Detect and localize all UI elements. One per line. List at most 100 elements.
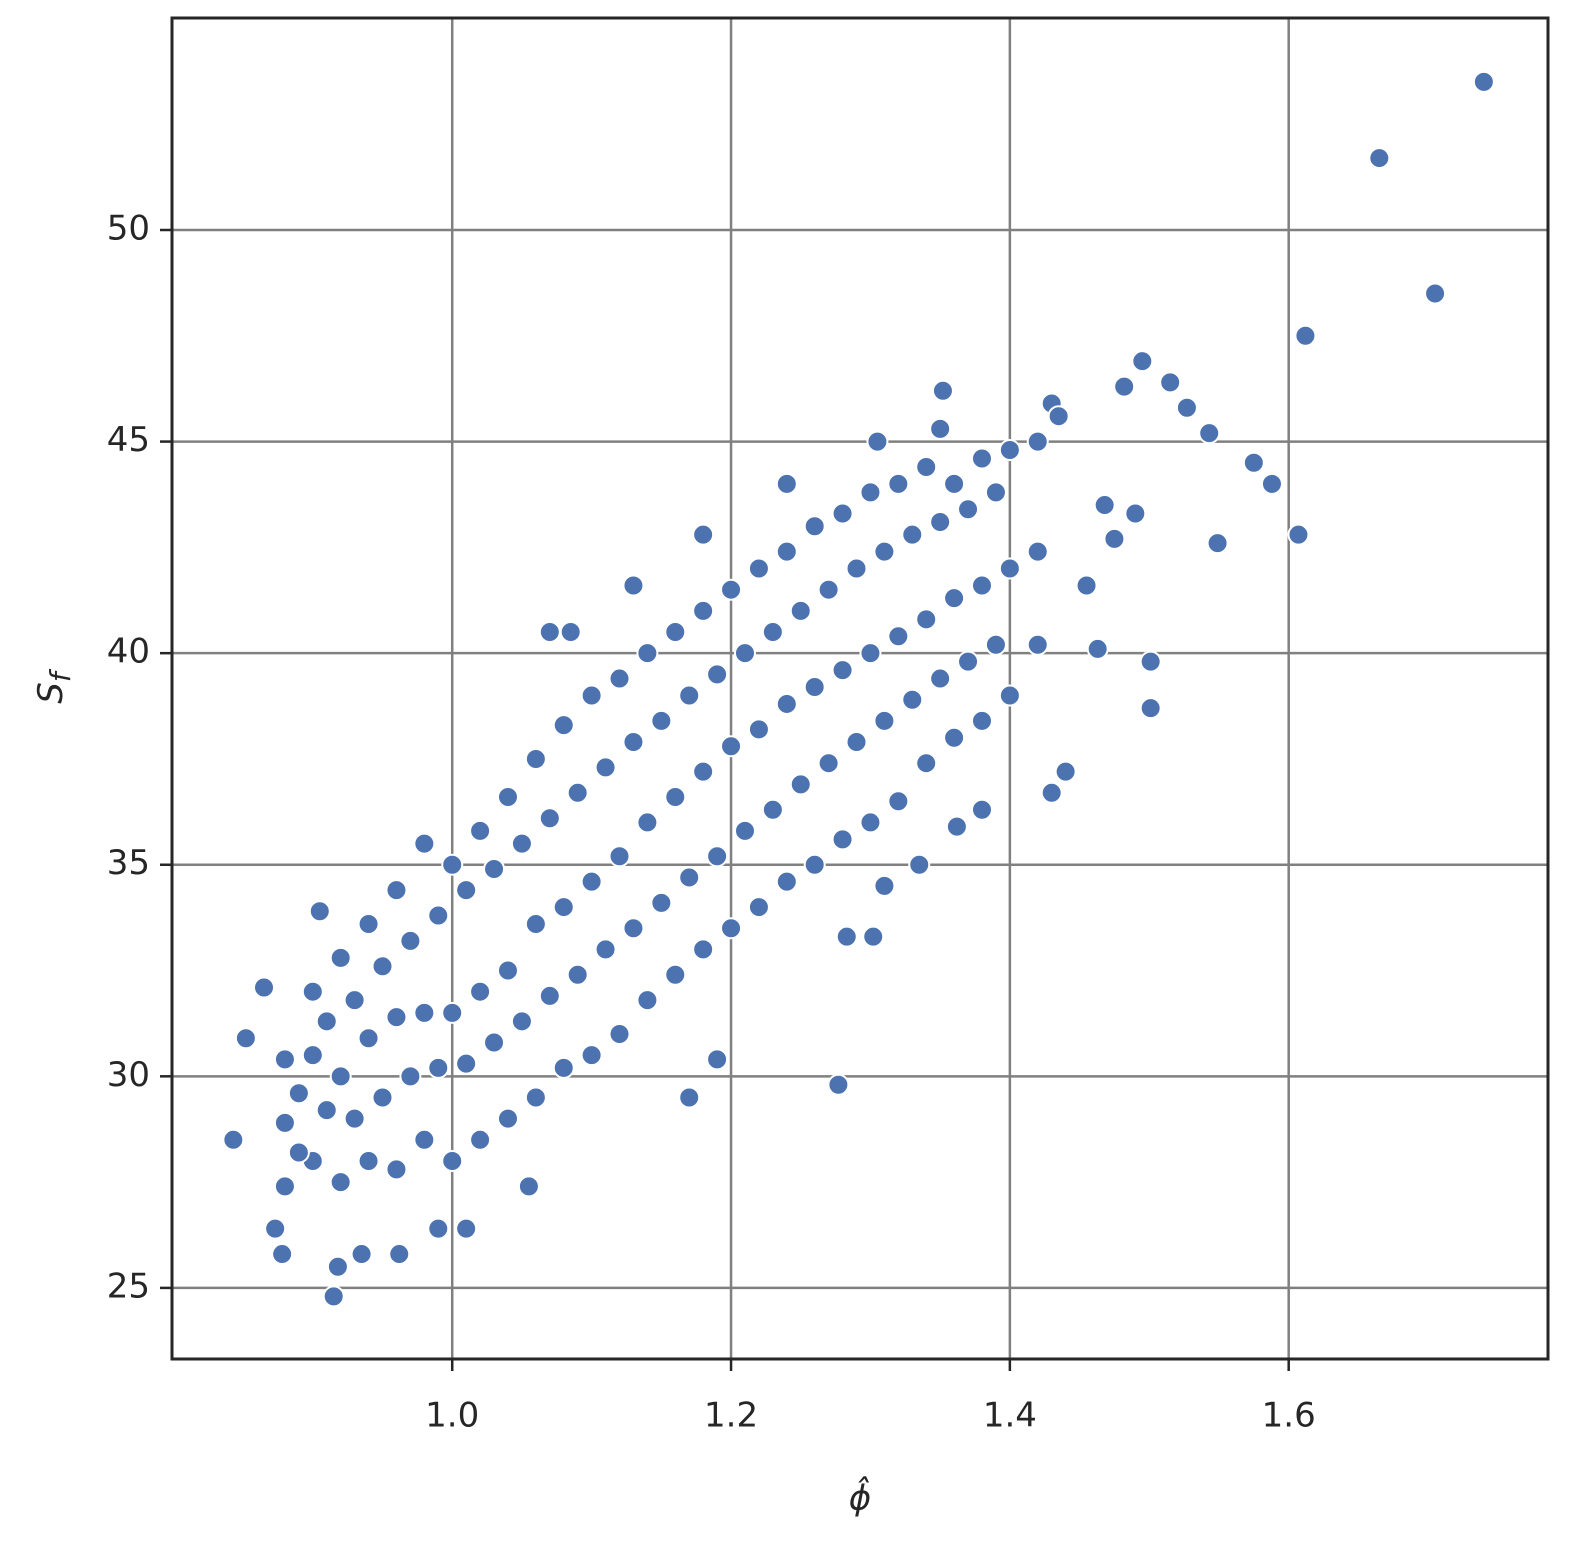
point <box>706 1048 729 1071</box>
point <box>664 963 687 986</box>
point <box>222 1128 245 1151</box>
point <box>901 688 924 711</box>
point <box>998 684 1021 707</box>
point <box>524 912 547 935</box>
point <box>831 828 854 851</box>
point <box>580 870 603 893</box>
point <box>287 1141 310 1164</box>
point <box>469 1128 492 1151</box>
point <box>835 925 858 948</box>
point <box>775 692 798 715</box>
point <box>931 379 954 402</box>
point <box>1472 70 1495 93</box>
point <box>427 1217 450 1240</box>
point <box>455 1052 478 1075</box>
point <box>943 472 966 495</box>
point <box>517 1175 540 1198</box>
point <box>678 866 701 889</box>
point <box>1139 650 1162 673</box>
x-tick-label: 1.2 <box>704 1396 758 1436</box>
point <box>552 714 575 737</box>
point <box>706 663 729 686</box>
point <box>413 832 436 855</box>
point <box>866 430 889 453</box>
point <box>385 1006 408 1029</box>
y-tick-label: 45 <box>107 420 150 460</box>
y-axis-label: Sf <box>31 668 78 704</box>
point <box>1124 502 1147 525</box>
point <box>915 608 938 631</box>
point <box>692 938 715 961</box>
point <box>873 540 896 563</box>
point <box>608 1023 631 1046</box>
y-tick-label: 50 <box>107 209 150 249</box>
point <box>1198 422 1221 445</box>
point <box>524 1086 547 1109</box>
point <box>720 735 743 758</box>
point <box>580 684 603 707</box>
point <box>385 1158 408 1181</box>
point <box>441 1001 464 1024</box>
point <box>234 1027 257 1050</box>
point <box>887 472 910 495</box>
point <box>957 650 980 673</box>
point <box>413 1128 436 1151</box>
point <box>803 515 826 538</box>
y-tick-label: 35 <box>107 843 150 883</box>
point <box>326 1255 349 1278</box>
point <box>970 574 993 597</box>
point <box>984 481 1007 504</box>
point <box>622 917 645 940</box>
point <box>831 659 854 682</box>
point <box>538 984 561 1007</box>
point <box>1054 760 1077 783</box>
point <box>803 676 826 699</box>
point <box>329 946 352 969</box>
point <box>608 667 631 690</box>
point <box>315 1010 338 1033</box>
point <box>664 786 687 809</box>
point <box>357 912 380 935</box>
point <box>1260 472 1283 495</box>
point <box>510 832 533 855</box>
point <box>253 976 276 999</box>
point <box>441 853 464 876</box>
point <box>1287 523 1310 546</box>
point <box>385 879 408 902</box>
point <box>1159 371 1182 394</box>
point <box>594 938 617 961</box>
point <box>873 874 896 897</box>
point <box>845 557 868 580</box>
point <box>1093 494 1116 517</box>
point <box>862 925 885 948</box>
point <box>859 642 882 665</box>
point <box>1175 396 1198 419</box>
point <box>775 472 798 495</box>
point <box>273 1175 296 1198</box>
point <box>371 1086 394 1109</box>
point <box>559 621 582 644</box>
point <box>650 891 673 914</box>
point <box>273 1111 296 1134</box>
point <box>887 625 910 648</box>
x-tick-label: 1.6 <box>1262 1396 1316 1436</box>
point <box>1206 532 1229 555</box>
point <box>1047 405 1070 428</box>
point <box>984 633 1007 656</box>
point <box>552 1056 575 1079</box>
point <box>761 621 784 644</box>
point <box>998 439 1021 462</box>
point <box>761 798 784 821</box>
point <box>929 417 952 440</box>
point <box>329 1065 352 1088</box>
point <box>496 786 519 809</box>
y-tick-label: 25 <box>107 1266 150 1306</box>
point <box>636 811 659 834</box>
point <box>1103 527 1126 550</box>
point <box>273 1048 296 1071</box>
point <box>483 1031 506 1054</box>
y-tick-label: 40 <box>107 632 150 672</box>
points <box>222 70 1495 1308</box>
point <box>692 523 715 546</box>
point <box>998 557 1021 580</box>
